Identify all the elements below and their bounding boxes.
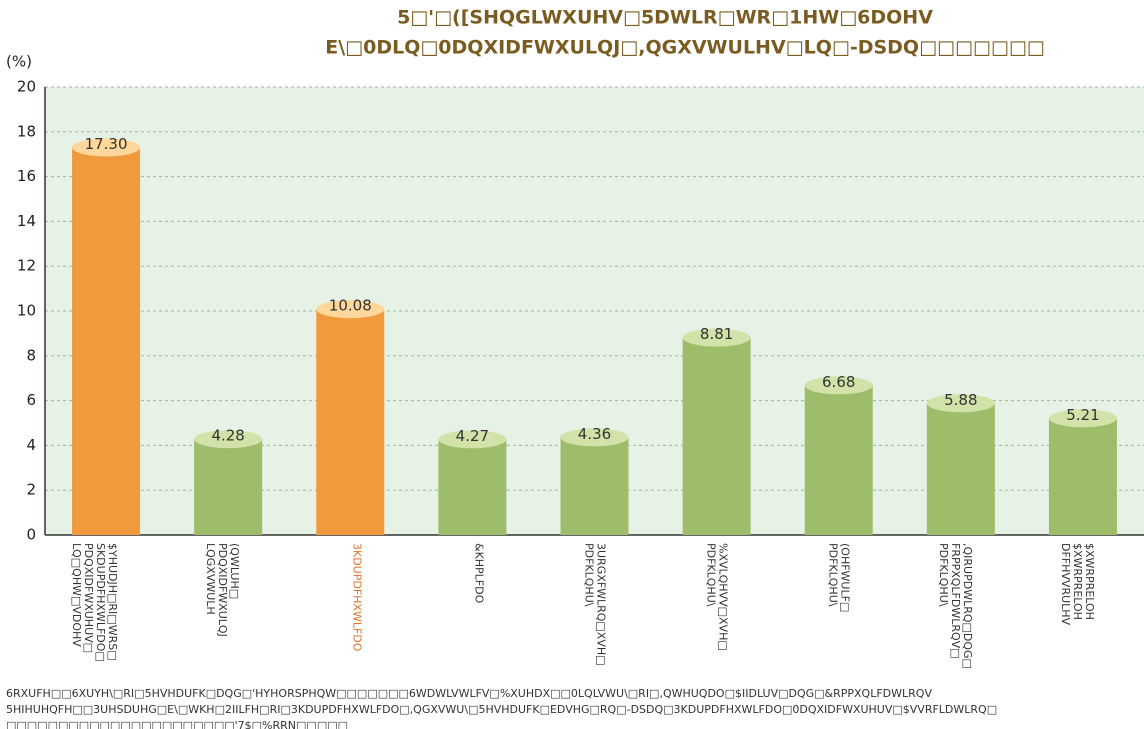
bar: [804, 385, 873, 535]
x-tick-label: PDFKLQHU\: [705, 543, 718, 607]
y-tick-label: 12: [17, 257, 36, 275]
value-label: 4.28: [211, 427, 244, 445]
y-tick-label: 0: [26, 526, 36, 544]
x-tick-label: (OHFWULF□: [839, 543, 852, 612]
x-tick-label: ,QIRUPDWLRQ□DQG□: [961, 543, 974, 669]
y-tick-label: 10: [17, 302, 36, 320]
x-tick-label: FRPPXQLFDWLRQV□: [949, 543, 962, 659]
y-tick-label: 16: [17, 167, 36, 185]
value-label: 6.68: [822, 373, 855, 391]
bar-cap: [194, 430, 263, 449]
y-tick-label: 20: [17, 78, 36, 96]
bar: [438, 439, 507, 535]
y-tick-label: 8: [26, 346, 36, 364]
bar: [316, 309, 385, 535]
value-label: 4.36: [578, 425, 611, 443]
value-label: 5.21: [1066, 406, 1099, 424]
bar-cap: [438, 430, 507, 449]
value-label: 10.08: [329, 297, 372, 315]
x-tick-label: PDFKLQHU\: [827, 543, 840, 607]
bar-cap: [804, 376, 873, 395]
value-label: 8.81: [700, 325, 733, 343]
x-tick-label: 3KDUPDFHXWLFDO: [350, 543, 363, 652]
x-tick-label: 3URGXFWLRQ□XVH□: [595, 543, 608, 666]
bar: [560, 437, 629, 535]
x-tick-label: SKDUPDFHXWLFDO□: [94, 543, 107, 662]
x-tick-label: %XVLQHVV□XVH□: [717, 543, 730, 651]
x-tick-label: $XWRPRELOH: [1083, 543, 1096, 620]
bar-cap: [72, 138, 141, 157]
value-label: 5.88: [944, 391, 977, 409]
x-tick-label: PDQXIDFWXUHUV□: [82, 543, 95, 653]
x-tick-label: (QWLUH□: [228, 543, 241, 599]
bar-cap: [926, 394, 995, 413]
y-tick-label: 6: [26, 391, 36, 409]
y-axis-label: (%): [6, 53, 32, 71]
bar: [72, 147, 141, 536]
bar-cap: [560, 428, 629, 447]
bar-cap: [682, 328, 751, 347]
bar: [194, 439, 263, 535]
y-tick-label: 14: [17, 212, 36, 230]
x-tick-label: $XWRPRELOH: [1071, 543, 1084, 620]
bar: [1048, 418, 1117, 535]
chart-title: E\□0DLQ□0DQXIDFWXULQJ□,QGXVWULHV□LQ□-DSD…: [325, 37, 1045, 59]
value-label: 17.30: [85, 135, 128, 153]
x-tick-label: LQGXVWULH: [204, 543, 217, 615]
x-tick-label: PDQXIDFWXULQJ: [216, 543, 229, 637]
note: 5HIHUHQFH□□3UHSDUHG□E\□WKH□2IILFH□RI□3KD…: [6, 703, 997, 716]
value-label: 4.27: [456, 427, 489, 445]
y-tick-label: 2: [26, 481, 36, 499]
x-tick-label: DFFHVVRULHV: [1059, 543, 1072, 626]
bar: [926, 403, 995, 535]
x-tick-label: &KHPLFDO: [472, 543, 485, 604]
y-tick-label: 18: [17, 122, 36, 140]
x-tick-label: $YHUDJH□RI□WRS□: [106, 543, 119, 661]
x-tick-label: PDFKLQHU\: [583, 543, 596, 607]
x-tick-label: PDFKLQHU\: [937, 543, 950, 607]
bar-cap: [316, 300, 385, 319]
x-tick-label: LQ□QHW□VDOHV: [70, 543, 83, 647]
note: □□□□□□□□□□□□□□□□□□□□□□'7$□%RRN□□□□□: [6, 719, 348, 729]
bar-cap: [1048, 409, 1117, 428]
y-tick-label: 4: [26, 436, 36, 454]
note: 6RXUFH□□6XUYH\□RI□5HVHDUFK□DQG□'HYHORSPH…: [6, 687, 932, 700]
bar: [682, 337, 751, 535]
chart-title: 5□'□([SHQGLWXUHV□5DWLR□WR□1HW□6DOHV: [397, 7, 933, 29]
